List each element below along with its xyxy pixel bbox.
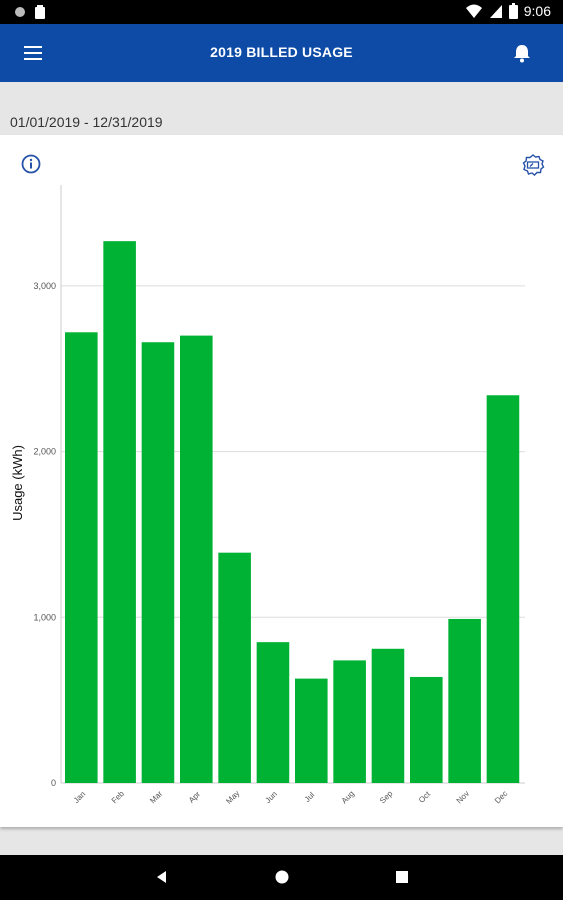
home-icon — [275, 870, 289, 884]
x-tick-label: Apr — [187, 789, 202, 804]
date-range: 01/01/2019 - 12/31/2019 — [10, 114, 163, 130]
meter-button[interactable] — [521, 153, 545, 177]
bell-icon — [514, 45, 530, 63]
app-bar: 2019 BILLED USAGE — [0, 24, 563, 82]
clipboard-icon — [35, 5, 45, 19]
y-axis-label: Usage (kWh) — [10, 445, 25, 521]
x-tick-label: Nov — [455, 789, 471, 805]
signal-icon — [489, 5, 502, 18]
bar-aug[interactable] — [333, 660, 366, 783]
info-button[interactable] — [20, 153, 42, 175]
bar-dec[interactable] — [486, 395, 520, 783]
y-tick-label: 0 — [51, 778, 56, 788]
y-tick-labels: 0 1,000 2,000 3,000 — [33, 281, 56, 788]
bar-apr[interactable] — [180, 335, 213, 783]
y-tick-label: 1,000 — [33, 612, 56, 622]
recents-icon — [396, 871, 408, 883]
y-tick-label: 3,000 — [33, 281, 56, 291]
chart-gridlines — [61, 285, 525, 618]
system-nav-bar — [0, 855, 563, 900]
bar-sep[interactable] — [371, 648, 405, 783]
x-tick-label: Feb — [110, 789, 127, 806]
usage-bar-chart: 0 1,000 2,000 3,000 Jan Feb Mar Apr May Jun Jul Au… — [10, 185, 525, 806]
x-tick-label: May — [224, 789, 241, 806]
x-tick-label: Jul — [303, 790, 317, 804]
bar-oct[interactable] — [410, 676, 443, 783]
status-bar: 9:06 — [0, 0, 563, 24]
bar-jul[interactable] — [295, 678, 328, 783]
y-tick-label: 2,000 — [33, 447, 56, 457]
info-icon — [21, 154, 41, 174]
x-tick-label: Jan — [72, 789, 87, 804]
x-tick-label: Dec — [493, 789, 509, 805]
bar-feb[interactable] — [103, 241, 136, 783]
battery-icon — [508, 3, 518, 19]
record-icon — [15, 7, 25, 17]
menu-button[interactable] — [22, 42, 44, 64]
bar-jun[interactable] — [256, 642, 290, 783]
x-tick-label: Mar — [148, 789, 164, 805]
x-tick-label: Jun — [263, 789, 278, 804]
recents-button[interactable] — [392, 867, 412, 892]
page-title: 2019 BILLED USAGE — [210, 44, 353, 60]
notifications-button[interactable] — [511, 42, 533, 64]
status-time: 9:06 — [523, 3, 551, 19]
back-button[interactable] — [152, 867, 172, 892]
back-icon — [157, 871, 166, 883]
hamburger-menu-icon — [24, 46, 42, 60]
home-button[interactable] — [272, 867, 292, 892]
bar-mar[interactable] — [141, 342, 175, 783]
x-tick-labels: Jan Feb Mar Apr May Jun Jul Aug Sep Oct Nov Dec — [72, 789, 510, 806]
meter-icon — [522, 154, 545, 176]
x-tick-label: Sep — [378, 789, 395, 806]
x-tick-label: Oct — [417, 789, 433, 805]
usage-chart-card: 0 1,000 2,000 3,000 Jan Feb Mar Apr May Jun Jul Au… — [0, 135, 563, 827]
bar-jan[interactable] — [65, 332, 98, 783]
wifi-icon — [465, 4, 482, 18]
bar-may[interactable] — [218, 552, 251, 783]
x-tick-label: Aug — [340, 789, 356, 805]
chart-bars — [65, 241, 520, 783]
bar-nov[interactable] — [448, 618, 481, 783]
